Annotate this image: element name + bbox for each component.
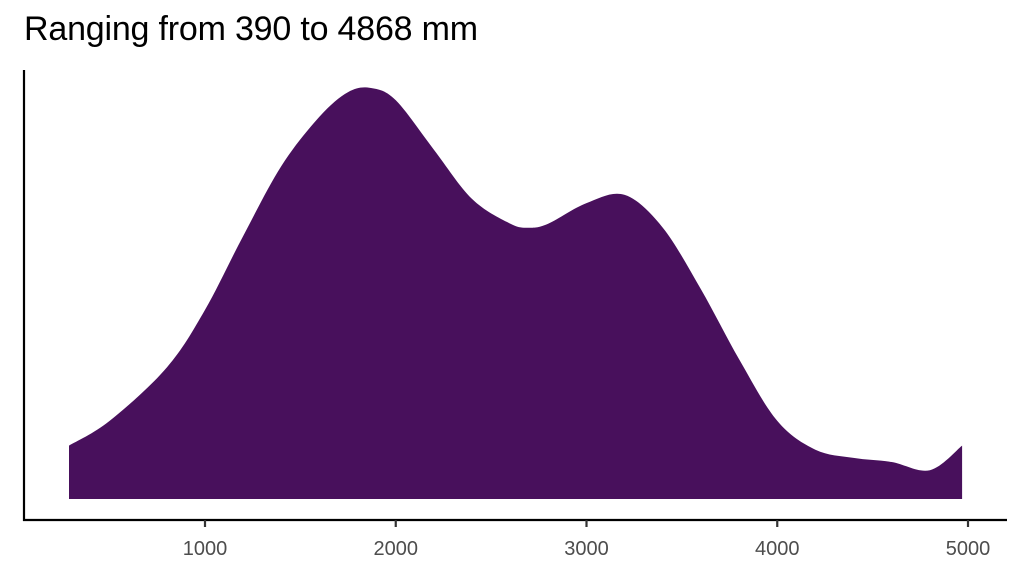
x-axis-ticks: 1000 2000 3000 4000 5000 (183, 520, 991, 560)
density-area (69, 87, 963, 499)
chart-title: Ranging from 390 to 4868 mm (24, 10, 478, 48)
x-tick-label: 1000 (183, 538, 228, 560)
x-tick-label: 5000 (946, 538, 991, 560)
x-tick-label: 2000 (374, 538, 419, 560)
x-tick-label: 3000 (564, 538, 609, 560)
x-tick-label: 4000 (755, 538, 800, 560)
